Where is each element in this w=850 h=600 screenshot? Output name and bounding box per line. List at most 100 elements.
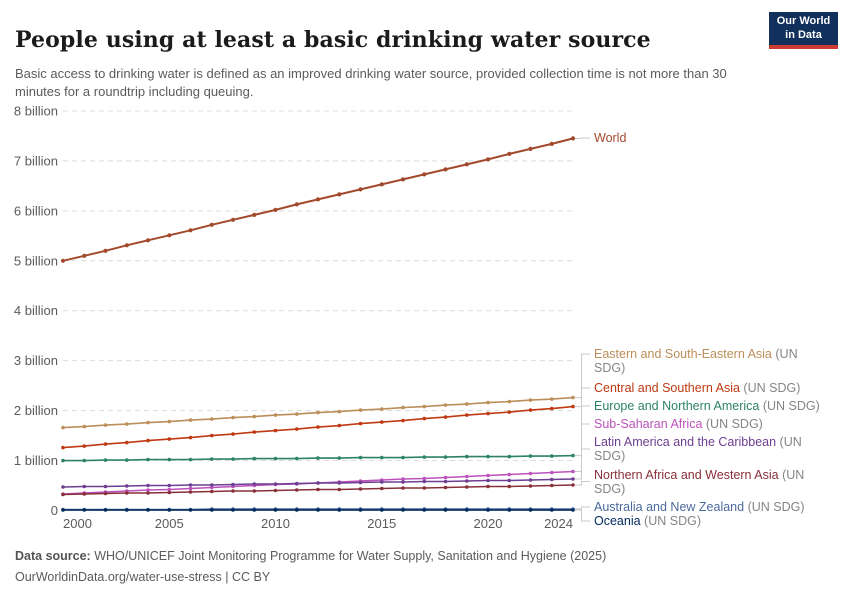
data-point[interactable] (571, 508, 575, 512)
data-point[interactable] (61, 425, 65, 430)
data-point[interactable] (507, 454, 512, 459)
data-point[interactable] (315, 197, 321, 202)
legend-item-oceania[interactable]: Oceania (UN SDG) (594, 514, 701, 528)
data-point[interactable] (103, 423, 108, 427)
data-point[interactable] (188, 435, 193, 440)
data-point[interactable] (486, 484, 490, 489)
data-point[interactable] (252, 482, 257, 486)
data-point[interactable] (316, 456, 320, 460)
data-point[interactable] (103, 248, 108, 253)
legend-item-sub-saharan-africa[interactable]: Sub-Saharan Africa (UN SDG) (594, 417, 763, 431)
data-point[interactable] (210, 457, 214, 461)
data-point[interactable] (528, 508, 533, 512)
data-point[interactable] (231, 457, 235, 461)
data-point[interactable] (549, 141, 554, 146)
data-point[interactable] (210, 485, 214, 490)
data-point[interactable] (464, 162, 469, 167)
data-point[interactable] (528, 146, 533, 151)
data-point[interactable] (486, 400, 490, 405)
data-point[interactable] (61, 445, 65, 450)
data-point[interactable] (103, 508, 108, 512)
data-point[interactable] (443, 455, 448, 459)
data-point[interactable] (422, 416, 427, 421)
data-point[interactable] (465, 479, 469, 483)
data-point[interactable] (146, 508, 150, 512)
legend-item-europe-northern-america[interactable]: Europe and Northern America (UN SDG) (594, 399, 820, 413)
data-point[interactable] (507, 478, 512, 483)
data-point[interactable] (380, 455, 384, 460)
data-point[interactable] (82, 484, 87, 489)
data-point[interactable] (295, 427, 299, 431)
data-point[interactable] (82, 444, 87, 448)
data-point[interactable] (380, 486, 384, 491)
legend-item-northern-africa-western-asia[interactable]: Northern Africa and Western Asia (UN SDG… (594, 468, 831, 496)
data-point[interactable] (486, 508, 490, 512)
legend-item-eastern-south-eastern-asia[interactable]: Eastern and South-Eastern Asia (UN SDG) (594, 347, 831, 375)
data-point[interactable] (422, 486, 427, 490)
data-point[interactable] (231, 482, 235, 487)
data-point[interactable] (82, 492, 87, 496)
data-point[interactable] (125, 508, 129, 512)
data-point[interactable] (401, 486, 405, 490)
data-point[interactable] (295, 456, 299, 461)
data-point[interactable] (422, 479, 427, 484)
data-point[interactable] (401, 480, 405, 484)
data-point[interactable] (167, 233, 172, 238)
data-point[interactable] (570, 136, 576, 141)
data-point[interactable] (507, 472, 512, 477)
data-point[interactable] (231, 489, 235, 493)
data-point[interactable] (230, 217, 236, 222)
license-line[interactable]: OurWorldinData.org/water-use-stress | CC… (15, 570, 271, 585)
data-point[interactable] (465, 485, 469, 489)
data-point[interactable] (167, 437, 172, 441)
data-point[interactable] (550, 508, 554, 512)
data-point[interactable] (316, 481, 320, 485)
data-point[interactable] (380, 407, 384, 411)
data-point[interactable] (316, 508, 320, 512)
data-point[interactable] (252, 456, 257, 461)
data-point[interactable] (188, 508, 193, 512)
data-point[interactable] (337, 423, 342, 428)
data-point[interactable] (528, 398, 533, 402)
data-point[interactable] (380, 480, 384, 484)
data-point[interactable] (188, 483, 193, 487)
data-point[interactable] (528, 484, 533, 488)
data-point[interactable] (358, 408, 363, 412)
data-point[interactable] (550, 477, 554, 482)
data-point[interactable] (337, 192, 342, 197)
data-point[interactable] (210, 417, 214, 421)
data-point[interactable] (443, 415, 448, 419)
data-point[interactable] (401, 418, 405, 423)
data-point[interactable] (82, 508, 87, 512)
data-point[interactable] (295, 412, 299, 416)
data-point[interactable] (422, 455, 427, 459)
data-point[interactable] (443, 479, 448, 484)
data-point[interactable] (486, 478, 490, 483)
data-point[interactable] (486, 411, 490, 416)
data-point[interactable] (146, 483, 150, 488)
data-point[interactable] (231, 508, 235, 512)
data-point[interactable] (443, 475, 448, 480)
data-point[interactable] (146, 420, 150, 425)
data-point[interactable] (443, 485, 448, 490)
data-point[interactable] (550, 406, 554, 411)
data-point[interactable] (443, 167, 448, 172)
data-point[interactable] (146, 438, 150, 443)
data-point[interactable] (61, 485, 65, 489)
legend-item-latin-america-caribbean[interactable]: Latin America and the Caribbean (UN SDG) (594, 435, 831, 463)
data-point[interactable] (188, 228, 193, 233)
data-point[interactable] (61, 458, 65, 463)
data-point[interactable] (167, 508, 172, 512)
data-point[interactable] (125, 458, 129, 462)
data-point[interactable] (528, 478, 533, 482)
data-point[interactable] (60, 258, 66, 263)
data-point[interactable] (188, 457, 193, 462)
data-point[interactable] (273, 428, 278, 433)
data-point[interactable] (146, 457, 150, 462)
data-point[interactable] (167, 490, 172, 495)
data-point[interactable] (443, 403, 448, 407)
legend-item-australia-new-zealand[interactable]: Australia and New Zealand (UN SDG) (594, 500, 805, 514)
data-point[interactable] (422, 476, 427, 481)
data-point[interactable] (465, 402, 469, 406)
data-point[interactable] (273, 482, 278, 486)
